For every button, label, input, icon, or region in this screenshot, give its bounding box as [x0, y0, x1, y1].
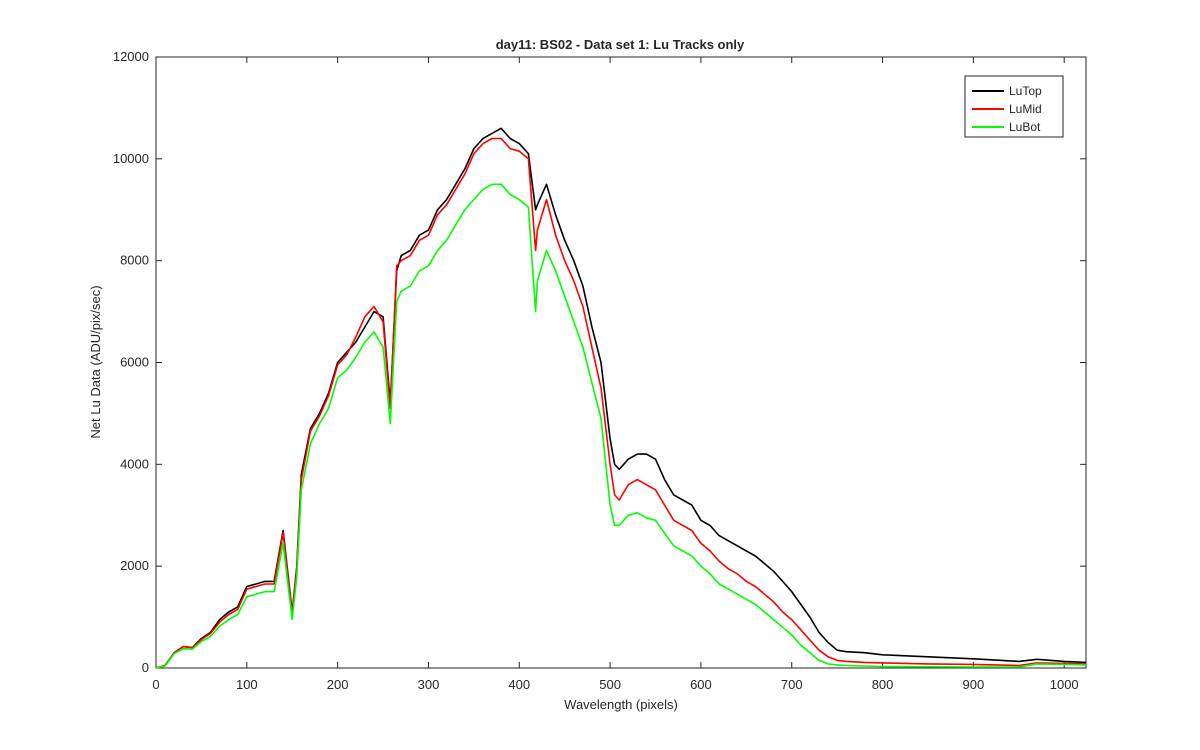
x-tick-label: 600: [690, 677, 712, 692]
x-tick-label: 900: [963, 677, 985, 692]
x-tick-label: 300: [418, 677, 440, 692]
y-axis-ticks: 0 2000 4000 6000 8000 10000 12000: [113, 49, 1086, 675]
y-tick-label: 12000: [113, 49, 149, 64]
series-line-lubot: [155, 183, 1087, 669]
y-tick-label: 4000: [120, 456, 149, 471]
x-tick-label: 1000: [1050, 677, 1079, 692]
plot-area: [155, 56, 1087, 669]
x-tick-label: 500: [599, 677, 621, 692]
axes: 0 100 200 300 400 500 600 700 800 900 1000 0 2000 40…: [113, 49, 1087, 692]
y-tick-label: 8000: [120, 253, 149, 268]
x-tick-label: 400: [508, 677, 530, 692]
y-tick-label: 0: [142, 660, 149, 675]
legend-label-lutop: LuTop: [1009, 84, 1042, 98]
x-axis-label: Wavelength (pixels): [564, 697, 678, 712]
series-lines: [155, 127, 1087, 669]
x-tick-label: 700: [781, 677, 803, 692]
legend-label-lubot: LuBot: [1009, 120, 1041, 134]
y-tick-label: 6000: [120, 355, 149, 370]
x-tick-label: 0: [152, 677, 159, 692]
chart-title: day11: BS02 - Data set 1: Lu Tracks only: [496, 37, 745, 52]
x-tick-label: 200: [327, 677, 349, 692]
legend: LuTop LuMid LuBot: [964, 75, 1064, 138]
legend-label-lumid: LuMid: [1009, 102, 1042, 116]
series-line-lumid: [155, 137, 1087, 669]
x-axis-ticks: 0 100 200 300 400 500 600 700 800 900 1000: [152, 57, 1079, 692]
x-tick-label: 100: [236, 677, 258, 692]
y-tick-label: 2000: [120, 558, 149, 573]
y-tick-label: 10000: [113, 151, 149, 166]
x-tick-label: 800: [872, 677, 894, 692]
y-axis-label: Net Lu Data (ADU/pix/sec): [88, 285, 103, 438]
